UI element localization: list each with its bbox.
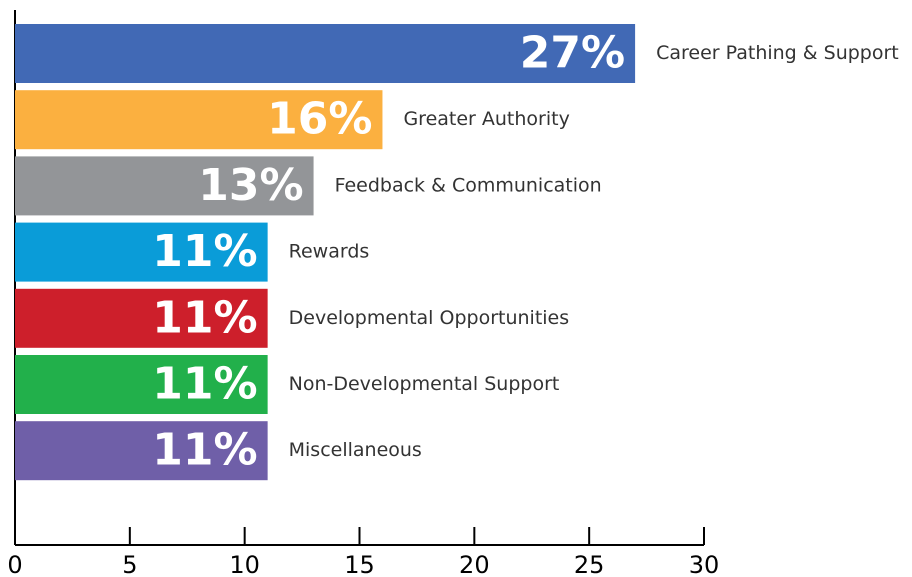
- value-label: 11%: [152, 425, 257, 476]
- value-label: 11%: [152, 292, 257, 343]
- value-label: 13%: [198, 160, 303, 211]
- bar: [15, 156, 314, 216]
- value-label: 11%: [152, 359, 257, 410]
- bar: [15, 355, 268, 414]
- x-tick-label: 0: [7, 551, 22, 577]
- x-tick-label: 15: [344, 551, 375, 577]
- x-tick-label: 5: [122, 551, 137, 577]
- x-tick-label: 20: [459, 551, 490, 577]
- bar: [15, 90, 383, 150]
- value-label: 27%: [520, 28, 625, 79]
- bar: [15, 222, 268, 282]
- category-label: Miscellaneous: [289, 439, 422, 461]
- category-label: Developmental Opportunities: [289, 307, 570, 329]
- bar: [15, 421, 268, 481]
- value-label: 16%: [267, 94, 372, 145]
- value-label: 11%: [152, 226, 257, 277]
- category-label: Rewards: [289, 241, 370, 263]
- category-label: Non-Developmental Support: [289, 373, 560, 395]
- category-label: Career Pathing & Support: [656, 42, 899, 64]
- bar: [15, 24, 636, 83]
- x-tick-label: 25: [574, 551, 605, 577]
- category-label: Greater Authority: [403, 108, 569, 130]
- x-tick-label: 10: [229, 551, 260, 577]
- category-label: Feedback & Communication: [335, 174, 602, 196]
- x-tick-label: 30: [689, 551, 720, 577]
- bar: [15, 288, 268, 348]
